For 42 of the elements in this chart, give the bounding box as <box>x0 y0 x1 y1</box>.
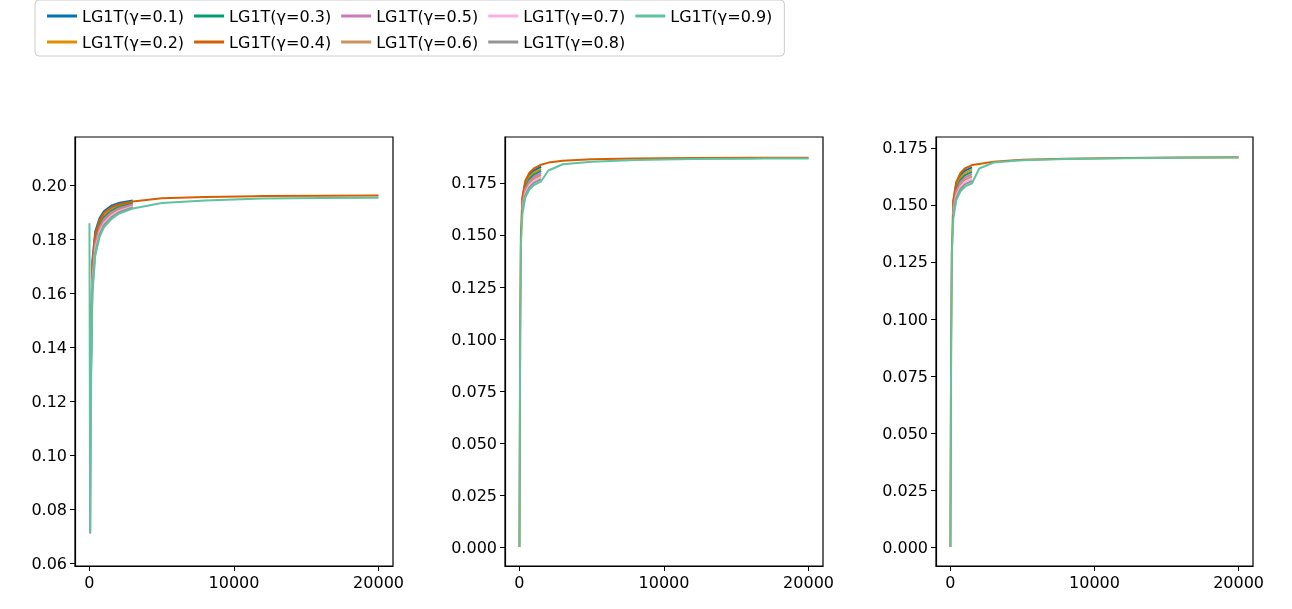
y-tick-label: 0.14 <box>31 337 67 357</box>
y-tick-label: 0.075 <box>451 381 497 401</box>
x-tick-label: 20000 <box>783 572 834 592</box>
y-tick-label: 0.175 <box>882 138 928 158</box>
legend-label: LG1T(γ=0.7) <box>523 6 626 26</box>
y-tick-label: 0.100 <box>882 309 928 329</box>
y-tick-label: 0.100 <box>451 329 497 349</box>
x-tick-label: 20000 <box>353 572 404 592</box>
y-tick-label: 0.06 <box>31 553 67 573</box>
y-tick-label: 0.000 <box>882 537 928 557</box>
y-tick-label: 0.025 <box>882 480 928 500</box>
y-tick-label: 0.175 <box>451 173 497 193</box>
y-tick-label: 0.16 <box>31 283 67 303</box>
x-tick-label: 0 <box>84 572 95 592</box>
y-tick-label: 0.20 <box>31 176 67 196</box>
legend-label: LG1T(γ=0.4) <box>229 32 332 52</box>
y-tick-label: 0.000 <box>451 537 497 557</box>
y-tick-label: 0.08 <box>31 499 67 519</box>
legend-label: LG1T(γ=0.1) <box>82 6 185 26</box>
y-tick-label: 0.125 <box>451 277 497 297</box>
y-tick-label: 0.150 <box>882 195 928 215</box>
y-tick-label: 0.18 <box>31 230 67 250</box>
y-tick-label: 0.050 <box>882 423 928 443</box>
y-tick-label: 0.125 <box>882 252 928 272</box>
legend-label: LG1T(γ=0.8) <box>523 32 626 52</box>
y-tick-label: 0.10 <box>31 445 67 465</box>
legend-label: LG1T(γ=0.2) <box>82 32 185 52</box>
legend-label: LG1T(γ=0.9) <box>670 6 773 26</box>
y-tick-label: 0.025 <box>451 485 497 505</box>
y-tick-label: 0.075 <box>882 366 928 386</box>
legend-label: LG1T(γ=0.6) <box>376 32 479 52</box>
legend-label: LG1T(γ=0.5) <box>376 6 479 26</box>
x-tick-label: 10000 <box>1069 572 1120 592</box>
x-tick-label: 10000 <box>208 572 260 592</box>
y-tick-label: 0.050 <box>451 433 497 453</box>
x-tick-label: 0 <box>514 572 525 592</box>
x-tick-label: 10000 <box>638 572 690 592</box>
y-tick-label: 0.150 <box>451 225 497 245</box>
legend-label: LG1T(γ=0.3) <box>229 6 332 26</box>
x-tick-label: 0 <box>945 572 956 592</box>
x-tick-label: 20000 <box>1213 572 1265 592</box>
y-tick-label: 0.12 <box>31 391 67 411</box>
